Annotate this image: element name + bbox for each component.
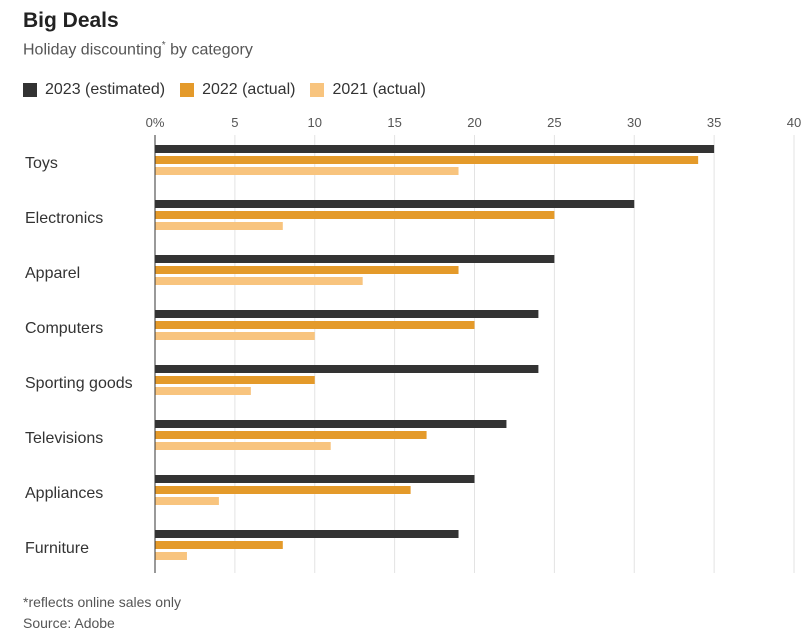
legend-swatch-2022 xyxy=(180,83,195,97)
category-label: Televisions xyxy=(25,430,103,447)
source-note: Source: Adobe xyxy=(23,615,115,631)
legend-swatch-2023 xyxy=(23,83,37,97)
x-tick-label: 10 xyxy=(308,115,322,130)
footnote: *reflects online sales only Source: Adob… xyxy=(23,592,181,634)
chart-title: Big Deals xyxy=(23,9,119,32)
x-tick-label: 20 xyxy=(467,115,481,130)
category-label: Electronics xyxy=(25,210,103,227)
bar xyxy=(155,431,427,439)
bars xyxy=(155,145,715,560)
x-axis-ticks: 0% 5 10 15 20 25 30 35 40 xyxy=(146,115,802,130)
legend-swatch-2021 xyxy=(310,83,325,97)
category-label: Furniture xyxy=(25,540,89,557)
category-label: Apparel xyxy=(25,265,80,282)
x-tick-label: 35 xyxy=(707,115,721,130)
legend-item-2023: 2023 (estimated) xyxy=(23,81,165,99)
bar xyxy=(155,420,507,428)
bar xyxy=(155,552,187,560)
bar xyxy=(155,486,411,494)
legend-item-2022: 2022 (actual) xyxy=(180,81,295,99)
x-tick-label: 15 xyxy=(387,115,401,130)
legend-label-2023: 2023 (estimated) xyxy=(45,81,166,98)
category-labels: Toys Electronics Apparel Computers Sporting … xyxy=(25,155,133,557)
category-label: Computers xyxy=(25,320,103,337)
bar xyxy=(155,332,315,340)
bar xyxy=(155,541,283,549)
category-label: Sporting goods xyxy=(25,375,133,392)
bar xyxy=(155,277,363,285)
bar xyxy=(155,442,331,450)
bar xyxy=(155,475,475,483)
bar xyxy=(155,321,475,329)
bar xyxy=(155,255,555,263)
bar xyxy=(155,211,555,219)
x-tick-label: 5 xyxy=(231,115,238,130)
bar xyxy=(155,200,635,208)
footnote-note: *reflects online sales only xyxy=(23,594,181,610)
x-tick-label: 40 xyxy=(787,115,801,130)
legend: 2023 (estimated) 2022 (actual) 2021 (act… xyxy=(23,81,441,99)
bar xyxy=(155,376,315,384)
x-tick-label: 0% xyxy=(146,115,165,130)
legend-item-2021: 2021 (actual) xyxy=(310,81,426,99)
x-tick-label: 25 xyxy=(547,115,561,130)
bar xyxy=(155,497,219,505)
chart-subtitle: Holiday discounting* by category xyxy=(23,40,253,59)
bar xyxy=(155,310,539,318)
bar xyxy=(155,167,459,175)
category-label: Appliances xyxy=(25,485,103,502)
footnote-mark: * xyxy=(161,40,166,51)
legend-label-2022: 2022 (actual) xyxy=(202,81,296,98)
x-tick-label: 30 xyxy=(627,115,641,130)
bar xyxy=(155,530,459,538)
category-label: Toys xyxy=(25,155,58,172)
bar xyxy=(155,387,251,395)
bar xyxy=(155,222,283,230)
bar xyxy=(155,266,459,274)
legend-label-2021: 2021 (actual) xyxy=(332,81,426,98)
bar xyxy=(155,365,539,373)
bar xyxy=(155,145,715,153)
bar xyxy=(155,156,699,164)
